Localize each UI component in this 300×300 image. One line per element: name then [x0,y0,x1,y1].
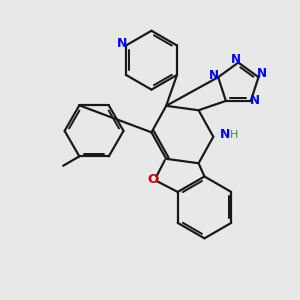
Text: N: N [220,128,230,141]
Text: N: N [209,69,219,82]
Text: N: N [250,94,260,107]
Text: H: H [230,130,238,140]
Text: N: N [257,67,267,80]
Text: O: O [147,173,159,186]
Text: N: N [230,52,240,65]
Text: N: N [117,38,128,50]
